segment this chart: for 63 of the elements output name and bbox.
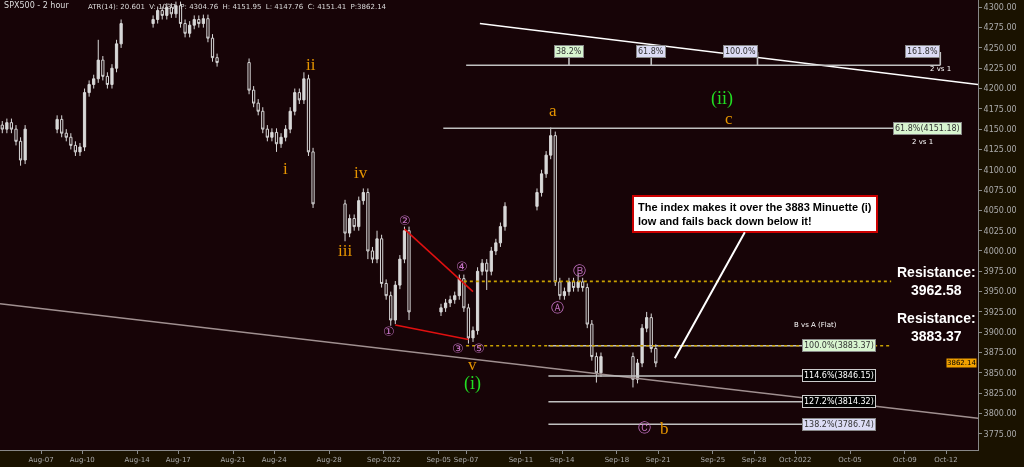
candlestick	[343, 199, 347, 242]
annotation: ③	[452, 341, 464, 356]
y-tick-label: 4125.00	[983, 145, 1017, 155]
y-tick-label: 4250.00	[983, 43, 1017, 53]
annotation: (ii)	[711, 88, 733, 109]
annotation: b	[660, 419, 669, 438]
candlestick	[448, 295, 452, 308]
annotation: (i)	[464, 373, 481, 394]
candlestick	[407, 226, 411, 321]
annotation: 100.0%	[725, 47, 756, 56]
chart-title: SPX500 - 2 hour	[4, 0, 70, 10]
y-tick-label: 4075.00	[983, 185, 1017, 195]
annotation: 61.8%(4151.18)	[895, 124, 960, 133]
candlestick	[274, 127, 279, 153]
candlestick	[439, 303, 443, 317]
y-tick-label: 4200.00	[983, 84, 1017, 94]
y-tick-label: 4150.00	[983, 124, 1017, 134]
y-tick-label: 3825.00	[983, 388, 1017, 398]
annotation: ⑤	[473, 341, 485, 356]
annotation: Ⓑ	[573, 263, 586, 278]
y-tick-label: 4025.00	[983, 226, 1017, 236]
y-tick-label: 4050.00	[983, 206, 1017, 216]
annotation: ②	[399, 213, 411, 228]
candlestick	[5, 118, 9, 134]
annotation: ①	[383, 324, 395, 339]
annotation: The index makes it over the 3883 Minuette (i) low and fails back down below it!	[638, 201, 872, 228]
y-tick-label: 3800.00	[983, 409, 1017, 419]
candlestick	[567, 277, 571, 297]
annotation: Resistance: 3962.58	[897, 264, 976, 299]
annotation: a	[549, 101, 557, 120]
annotation: Ⓐ	[551, 300, 564, 315]
annotation: v	[468, 355, 477, 374]
y-tick-label: 3950.00	[983, 287, 1017, 297]
annotation: ii	[306, 55, 316, 74]
annotation: 127.2%(3814.32)	[804, 397, 874, 406]
y-tick-label: 4275.00	[983, 23, 1017, 33]
candlestick	[366, 187, 370, 260]
candlestick	[443, 298, 448, 313]
candlestick	[55, 114, 59, 134]
y-tick-label: 3925.00	[983, 307, 1017, 317]
y-tick-label: 3900.00	[983, 328, 1017, 338]
y-tick-label: 3875.00	[983, 348, 1017, 358]
candlestick	[631, 352, 635, 388]
annotation: 161.8%	[907, 47, 938, 56]
annotation: 138.2%(3786.74)	[804, 420, 874, 429]
annotation: iv	[354, 163, 368, 182]
annotation: ④	[456, 259, 468, 274]
y-tick-label: 3775.00	[983, 429, 1017, 439]
y-tick-label: 4175.00	[983, 104, 1017, 114]
y-tick-label: 4300.00	[983, 3, 1017, 13]
annotation: 114.6%(3846.15)	[804, 371, 874, 380]
annotation: c	[725, 109, 733, 128]
candlestick	[571, 277, 576, 293]
y-tick-label: 3975.00	[983, 267, 1017, 277]
y-tick-label: 3850.00	[983, 368, 1017, 378]
annotation: Resistance: 3883.37	[897, 310, 976, 345]
candlestick	[23, 124, 27, 165]
y-tick-label: 4000.00	[983, 246, 1017, 256]
y-tick-label: 4100.00	[983, 165, 1017, 175]
annotation: 100.0%(3883.37)	[804, 341, 874, 350]
annotation: i	[283, 159, 288, 178]
annotation: iii	[338, 241, 353, 260]
y-tick-label: 4225.00	[983, 64, 1017, 74]
